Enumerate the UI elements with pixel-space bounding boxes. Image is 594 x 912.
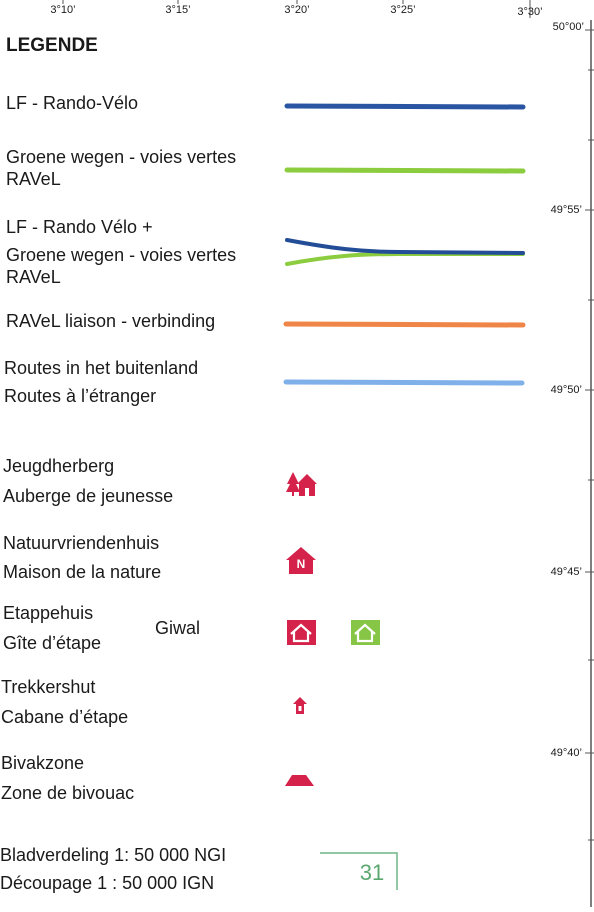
legend-label: Giwal xyxy=(155,618,200,638)
right-coordinate: 49°45’ xyxy=(551,566,582,578)
stage-house-icon xyxy=(287,620,316,645)
legend-label: Routes in het buitenland xyxy=(4,358,198,378)
legend-label: Groene wegen - voies vertes xyxy=(6,245,236,265)
legend-label: Maison de la nature xyxy=(3,562,161,582)
top-coordinate: 3°10’ xyxy=(50,4,75,16)
legend-label: Natuurvriendenhuis xyxy=(3,533,159,553)
right-coordinate: 50°00’ xyxy=(553,21,584,33)
legend-label: Trekkershut xyxy=(1,677,95,697)
legend-title: LEGENDE xyxy=(6,35,98,56)
footer-text: Découpage 1 : 50 000 IGN xyxy=(0,873,214,893)
top-coordinate: 3°20’ xyxy=(284,4,309,16)
top-coordinate: 3°25’ xyxy=(390,4,415,16)
right-coordinate: 49°40’ xyxy=(551,747,582,759)
stage-house-icon-green xyxy=(351,620,380,645)
right-coordinate: 49°55’ xyxy=(551,204,582,216)
bivouac-icon xyxy=(285,775,314,786)
legend-label: Gîte d’étape xyxy=(3,633,101,653)
page-number: 31 xyxy=(360,860,384,885)
route-line xyxy=(285,252,525,266)
legend-label: Routes à l’étranger xyxy=(4,386,156,406)
top-coordinate: 3°30’ xyxy=(517,6,542,18)
legend-label: Groene wegen - voies vertes xyxy=(6,147,236,167)
page-number-frame xyxy=(320,852,398,890)
legend-label: Etappehuis xyxy=(3,603,93,623)
legend-label: LF - Rando Vélo + xyxy=(6,217,153,237)
legend-label: Jeugdherberg xyxy=(3,456,114,476)
legend-label: Bivakzone xyxy=(1,753,84,773)
route-line xyxy=(284,103,526,110)
route-line xyxy=(283,321,526,328)
legend-label: Auberge de jeunesse xyxy=(3,486,173,506)
cabin-icon xyxy=(293,697,307,714)
svg-text:N: N xyxy=(297,557,306,571)
hostel-icon xyxy=(286,472,317,496)
legend-label: RAVeL xyxy=(6,169,61,189)
right-coordinates: 50°00’ 49°55’ 49°50’ 49°45’ 49°40’ xyxy=(551,21,584,759)
top-coordinate: 3°15’ xyxy=(165,4,190,16)
legend-label: RAVeL liaison - verbinding xyxy=(6,311,215,331)
legend-label: Zone de bivouac xyxy=(1,783,134,803)
legend-label: LF - Rando-Vélo xyxy=(6,93,138,113)
right-coordinate: 49°50’ xyxy=(551,384,582,396)
route-line xyxy=(285,238,525,255)
footer-text: Bladverdeling 1: 50 000 NGI xyxy=(0,845,226,865)
legend-label: Cabane d’étape xyxy=(1,707,128,727)
nature-house-icon: N xyxy=(286,547,316,574)
legend-label: RAVeL xyxy=(6,267,61,287)
route-line xyxy=(284,167,526,174)
route-line xyxy=(283,379,525,386)
top-coordinates: 3°10’ 3°15’ 3°20’ 3°25’ 3°30’ xyxy=(50,4,542,18)
frame-ticks xyxy=(62,0,594,841)
